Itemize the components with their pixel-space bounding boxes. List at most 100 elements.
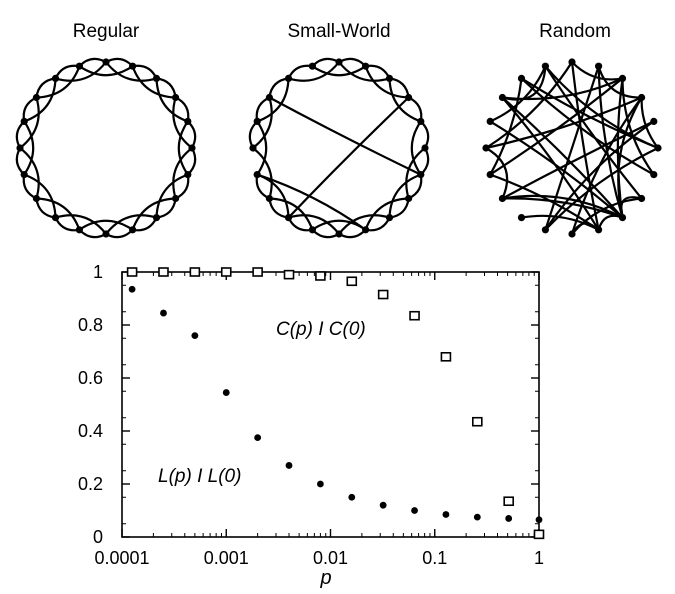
network-node — [568, 230, 576, 238]
network-edge — [23, 78, 57, 123]
network-node — [184, 171, 192, 179]
network-edge — [501, 96, 624, 219]
network-node — [152, 74, 161, 82]
c-ratio-point — [533, 529, 545, 540]
x-tick-label: 0.01 — [313, 548, 348, 568]
network-node — [638, 194, 646, 203]
l-ratio-point — [442, 511, 450, 518]
network-edge — [288, 61, 340, 82]
network-node — [16, 144, 24, 152]
network-node — [486, 117, 494, 125]
x-tick-label: 0.1 — [422, 548, 447, 568]
network-node — [654, 144, 662, 152]
network-node — [362, 62, 370, 70]
network-node — [32, 93, 41, 102]
network-node — [421, 144, 429, 152]
network-node — [568, 58, 576, 66]
network-node — [32, 194, 41, 203]
network-node — [102, 58, 110, 66]
network-edge — [105, 61, 157, 82]
c-ratio-point — [503, 496, 514, 507]
regular-title: Regular — [73, 21, 140, 42]
network-node — [517, 214, 526, 222]
network-node — [308, 226, 316, 234]
network-node — [541, 226, 550, 234]
network-edge — [256, 120, 268, 176]
network-node — [253, 117, 261, 125]
network-edge — [177, 120, 189, 176]
network-edge — [485, 147, 509, 199]
network-node — [188, 144, 196, 152]
network-edge — [502, 66, 547, 101]
l-ratio-point — [505, 515, 513, 522]
network-edge — [55, 61, 107, 82]
l-ratio-point — [535, 516, 543, 524]
network-edge — [287, 96, 410, 219]
network-node — [308, 62, 316, 70]
network-node — [284, 214, 293, 222]
network-edge — [485, 61, 573, 149]
network-edge — [405, 147, 426, 199]
network-edge — [252, 97, 273, 149]
network-edge — [364, 197, 409, 231]
c-ratio-point — [126, 267, 138, 277]
network-edge — [131, 65, 176, 99]
c-ratio-point — [377, 289, 389, 300]
network-edge — [502, 194, 624, 219]
network-edge — [172, 97, 193, 149]
network-node — [618, 74, 627, 82]
network-node — [51, 214, 60, 222]
network-edge — [155, 173, 189, 218]
network-node — [618, 214, 627, 222]
network-node — [362, 226, 370, 234]
l-ratio-point — [348, 493, 356, 501]
network-edge — [78, 219, 134, 231]
network-node — [253, 171, 261, 179]
c-ratio-point — [158, 267, 169, 277]
x-tick-label: 1 — [534, 548, 544, 568]
x-tick-label: 0.001 — [204, 548, 249, 568]
network-node — [650, 171, 658, 179]
network-edge — [19, 147, 40, 199]
l-ratio-point — [316, 480, 324, 488]
c-ratio-point — [409, 310, 420, 321]
network-edge — [36, 65, 81, 99]
network-node — [75, 62, 83, 70]
l-ratio-point — [191, 332, 199, 339]
network-edge — [544, 147, 659, 231]
l-ratio-point — [411, 507, 418, 514]
network-edge — [640, 97, 659, 149]
network-edge — [489, 173, 600, 231]
regular-network-diagram — [15, 57, 197, 239]
network-node — [172, 93, 180, 102]
network-node — [20, 117, 28, 125]
network-node — [265, 93, 273, 102]
network-edge — [256, 173, 367, 231]
network-node — [129, 226, 137, 234]
c-ratio-point — [472, 416, 483, 427]
network-node — [172, 194, 180, 203]
data-markers — [126, 267, 545, 540]
network-node — [595, 62, 603, 70]
network-edge — [155, 78, 189, 123]
network-edge — [256, 78, 290, 123]
l-ratio-point — [473, 513, 481, 521]
y-tick-label: 1 — [93, 262, 103, 282]
small-world-network-diagram — [248, 57, 430, 239]
network-edge — [388, 78, 422, 123]
l-ratio-point — [128, 285, 136, 293]
network-edge — [501, 96, 600, 231]
network-edge — [621, 78, 655, 176]
network-edge — [544, 120, 655, 231]
c-ratio-point — [346, 276, 358, 287]
network-node — [417, 117, 425, 125]
c-ratio-point — [440, 351, 452, 362]
network-node — [638, 93, 646, 102]
network-node — [595, 226, 603, 234]
network-edge — [420, 120, 430, 149]
network-node — [486, 171, 494, 179]
network-edge — [364, 65, 409, 99]
network-node — [20, 171, 28, 179]
network-edge — [489, 120, 624, 219]
